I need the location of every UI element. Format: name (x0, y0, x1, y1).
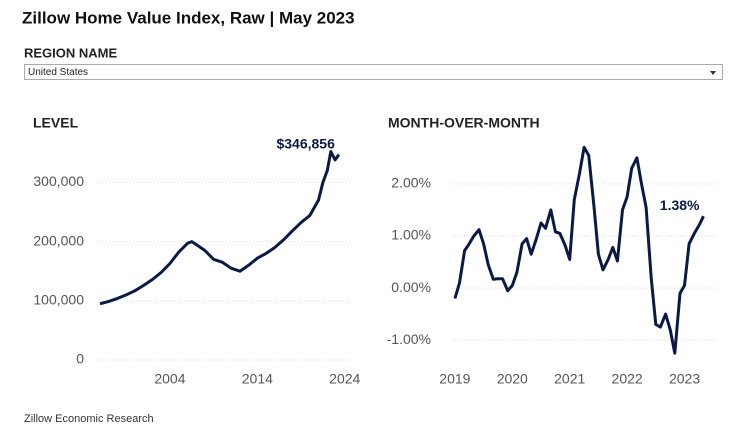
footer: Zillow Economic Research (24, 413, 154, 425)
dropdown-value[interactable]: United States (28, 67, 88, 78)
region-dropdown[interactable]: United States (24, 64, 723, 80)
y-tick-label: 200,000 (33, 232, 84, 248)
x-tick-label: 2004 (154, 371, 185, 387)
y-tick-label: 0 (76, 351, 84, 367)
data-line (453, 145, 705, 355)
x-tick-label: 2021 (554, 371, 585, 387)
y-tick-label: 1.00% (391, 227, 431, 243)
x-tick-label: 2020 (497, 371, 528, 387)
y-tick-label: 0.00% (391, 279, 431, 295)
x-tick-label: 2024 (329, 371, 360, 387)
value-label: 1.38% (660, 197, 700, 213)
chart-title: LEVEL (33, 115, 79, 131)
page-title: Zillow Home Value Index, Raw | May 2023 (22, 8, 355, 27)
x-tick-label: 2014 (242, 371, 273, 387)
value-label: $346,856 (276, 135, 335, 151)
filter-label: REGION NAME (24, 45, 118, 60)
chart-title: MONTH-OVER-MONTH (388, 115, 540, 131)
dropdown-arrow[interactable] (710, 71, 716, 75)
dropdown-box[interactable] (24, 64, 723, 80)
x-tick-label: 2019 (439, 371, 470, 387)
x-tick-label: 2023 (669, 371, 700, 387)
y-tick-label: -1.00% (387, 331, 431, 347)
data-line (99, 150, 341, 306)
y-tick-label: 300,000 (33, 173, 84, 189)
y-tick-label: 100,000 (33, 291, 84, 307)
x-tick-label: 2022 (612, 371, 643, 387)
y-tick-label: 2.00% (391, 175, 431, 191)
